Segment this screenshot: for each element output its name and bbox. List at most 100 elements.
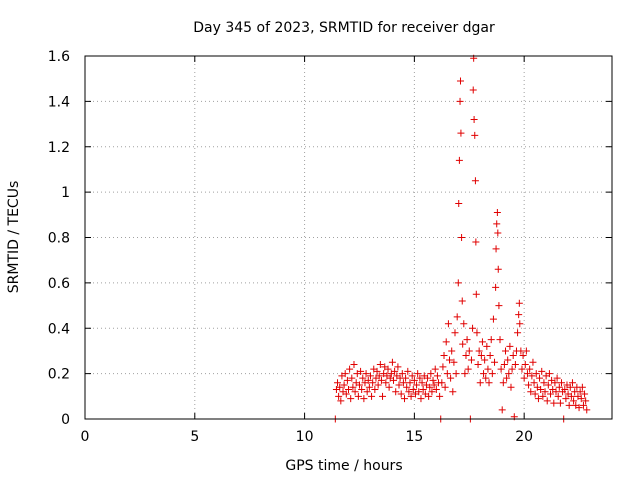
data-point <box>424 374 432 382</box>
data-points <box>331 54 591 423</box>
data-point <box>537 386 545 394</box>
data-point <box>432 386 440 394</box>
data-point <box>487 336 495 344</box>
data-point <box>497 365 505 373</box>
data-point <box>449 388 457 396</box>
data-point <box>472 238 480 246</box>
data-point <box>406 379 414 387</box>
x-tick-label: 0 <box>81 429 90 445</box>
data-point <box>486 351 494 359</box>
data-point <box>446 356 454 364</box>
data-point <box>360 395 368 403</box>
data-point <box>418 379 426 387</box>
data-point <box>520 374 528 382</box>
data-point <box>334 379 342 387</box>
data-point <box>438 379 446 387</box>
data-point <box>511 361 519 369</box>
data-point <box>355 381 363 389</box>
data-point <box>505 370 513 378</box>
data-point <box>409 386 417 394</box>
data-point <box>417 395 425 403</box>
data-point <box>342 390 350 398</box>
data-point <box>557 379 565 387</box>
data-point <box>345 386 352 394</box>
y-axis-label: SRMTID / TECUs <box>6 181 22 294</box>
data-point <box>566 383 574 391</box>
data-point <box>534 395 542 403</box>
data-point <box>357 367 365 375</box>
data-point <box>441 383 449 391</box>
data-point <box>392 388 400 396</box>
data-point <box>455 199 463 207</box>
y-tick-label: 1.4 <box>48 94 70 110</box>
data-point <box>428 388 436 396</box>
data-point <box>543 397 551 405</box>
data-point <box>463 336 471 344</box>
data-point <box>488 370 496 378</box>
data-point <box>506 342 514 350</box>
data-point <box>395 381 403 389</box>
data-point <box>507 383 515 391</box>
data-point <box>496 336 504 344</box>
data-point <box>530 379 538 387</box>
data-point <box>351 388 359 396</box>
data-point <box>492 283 500 291</box>
x-tick-label: 10 <box>296 429 314 445</box>
data-point <box>500 361 508 369</box>
y-tick-label: 1 <box>61 185 70 201</box>
data-point <box>555 383 563 391</box>
data-point <box>562 395 570 403</box>
data-point <box>405 388 413 396</box>
data-point <box>373 367 381 375</box>
data-point <box>341 370 349 378</box>
data-point <box>551 379 559 387</box>
data-point <box>379 392 387 400</box>
data-point <box>369 379 377 387</box>
data-point <box>451 329 459 337</box>
data-point <box>440 351 448 359</box>
data-point <box>464 365 472 373</box>
data-point <box>532 370 540 378</box>
data-point <box>531 390 539 398</box>
y-tick-label: 1.6 <box>48 49 70 65</box>
y-tick-label: 0.4 <box>48 321 70 337</box>
data-point <box>365 383 373 391</box>
data-point <box>363 388 371 396</box>
data-point <box>426 383 434 391</box>
data-point <box>366 372 374 380</box>
data-point <box>477 351 485 359</box>
data-point <box>457 129 465 137</box>
data-point <box>436 392 444 400</box>
data-point <box>521 361 529 369</box>
data-point <box>538 367 546 375</box>
data-point <box>561 386 569 394</box>
data-point <box>465 347 473 355</box>
data-point <box>454 279 462 287</box>
data-point <box>458 297 466 305</box>
data-point <box>430 381 438 389</box>
data-point <box>484 365 492 373</box>
data-point <box>522 347 530 355</box>
data-point <box>350 361 358 369</box>
y-tick-labels: 0 0.2 0.4 0.6 0.8 1 1.2 1.4 1.6 <box>48 49 70 428</box>
data-point <box>346 365 354 373</box>
data-point <box>419 386 427 394</box>
data-point <box>489 315 497 323</box>
data-point <box>403 383 411 391</box>
data-point <box>415 388 423 396</box>
data-point <box>374 381 382 389</box>
data-point <box>456 97 464 105</box>
data-point <box>480 370 488 378</box>
data-point <box>448 347 456 355</box>
grid-lines <box>85 56 612 419</box>
data-point <box>492 245 500 253</box>
data-point <box>493 220 501 228</box>
data-point <box>368 392 376 400</box>
data-point <box>398 370 406 378</box>
axis-ticks <box>84 55 612 420</box>
data-point <box>460 320 468 328</box>
data-point <box>475 347 483 355</box>
data-point <box>567 392 575 400</box>
